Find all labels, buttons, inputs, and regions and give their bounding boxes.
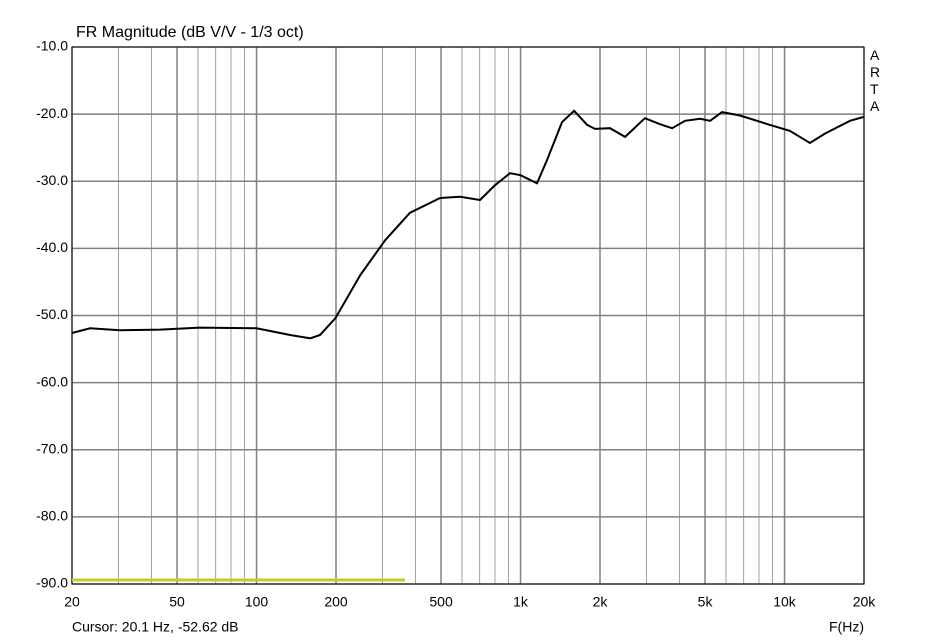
x-tick-label: 100	[245, 594, 269, 610]
x-tick-label: 10k	[773, 594, 797, 610]
series-line	[71, 109, 865, 340]
y-tick-label: -10.0	[36, 38, 68, 54]
chart-title: FR Magnitude (dB V/V - 1/3 oct)	[76, 24, 304, 41]
y-tick-label: -50.0	[36, 306, 68, 322]
y-tick-label: -60.0	[36, 373, 68, 389]
x-tick-label: 1k	[513, 594, 529, 610]
x-tick-label: 20k	[853, 594, 877, 610]
cursor-readout: Cursor: 20.1 Hz, -52.62 dB	[72, 619, 239, 635]
x-tick-label: 50	[169, 594, 185, 610]
x-tick-label: 5k	[698, 594, 714, 610]
y-tick-label: -70.0	[36, 440, 68, 456]
x-axis-label: F(Hz)	[829, 619, 864, 635]
y-tick-label: -30.0	[36, 172, 68, 188]
plot-frame	[71, 46, 865, 585]
x-tick-label: 200	[324, 594, 348, 610]
y-tick-label: -90.0	[36, 575, 68, 591]
x-tick-label: 500	[429, 594, 453, 610]
watermark: ARTA	[870, 47, 881, 114]
y-tick-label: -80.0	[36, 508, 68, 524]
y-tick-label: -40.0	[36, 239, 68, 255]
x-tick-label: 20	[64, 594, 80, 610]
y-tick-label: -20.0	[36, 105, 68, 121]
x-tick-label: 2k	[593, 594, 609, 610]
